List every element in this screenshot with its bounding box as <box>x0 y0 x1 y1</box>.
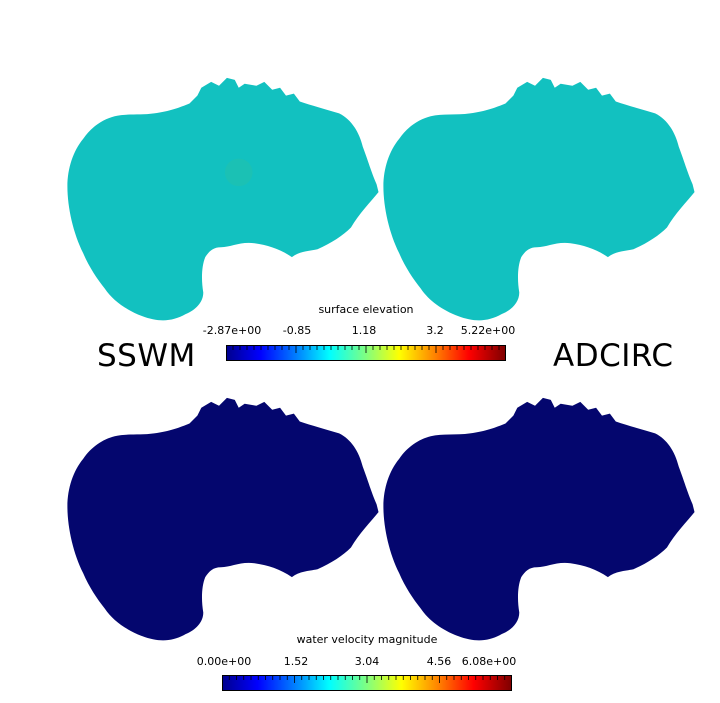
elevation-colorbar-ticks <box>226 345 506 353</box>
elevation-colorbar-title: surface elevation <box>318 303 414 316</box>
velocity-tick-label: 1.52 <box>283 655 309 668</box>
elevation-map-sswm <box>62 70 380 326</box>
velocity-tick-label: 6.08e+00 <box>461 655 517 668</box>
elevation-tick-label: -0.85 <box>282 324 312 337</box>
gulf-shape-adcirc-velocity <box>383 398 694 640</box>
elevation-hotspot <box>224 158 253 187</box>
velocity-tick-label: 3.04 <box>354 655 380 668</box>
velocity-tick-label: 0.00e+00 <box>196 655 252 668</box>
velocity-map-adcirc <box>378 390 696 646</box>
right-model-label: ADCIRC <box>553 338 674 374</box>
velocity-colorbar-ticks <box>222 675 512 683</box>
left-model-label: SSWM <box>97 338 196 374</box>
elevation-tick-label: 1.18 <box>351 324 377 337</box>
gulf-shape-sswm-velocity <box>67 398 378 640</box>
elevation-tick-label: 3.2 <box>426 324 444 337</box>
velocity-map-sswm <box>62 390 380 646</box>
elevation-map-adcirc <box>378 70 696 326</box>
gulf-shape-sswm-elevation <box>67 78 378 320</box>
velocity-tick-label: 4.56 <box>426 655 452 668</box>
velocity-colorbar-title: water velocity magnitude <box>296 633 438 646</box>
gulf-shape-adcirc-elevation <box>383 78 694 320</box>
elevation-tick-label: -2.87e+00 <box>202 324 262 337</box>
elevation-tick-label: 5.22e+00 <box>460 324 516 337</box>
